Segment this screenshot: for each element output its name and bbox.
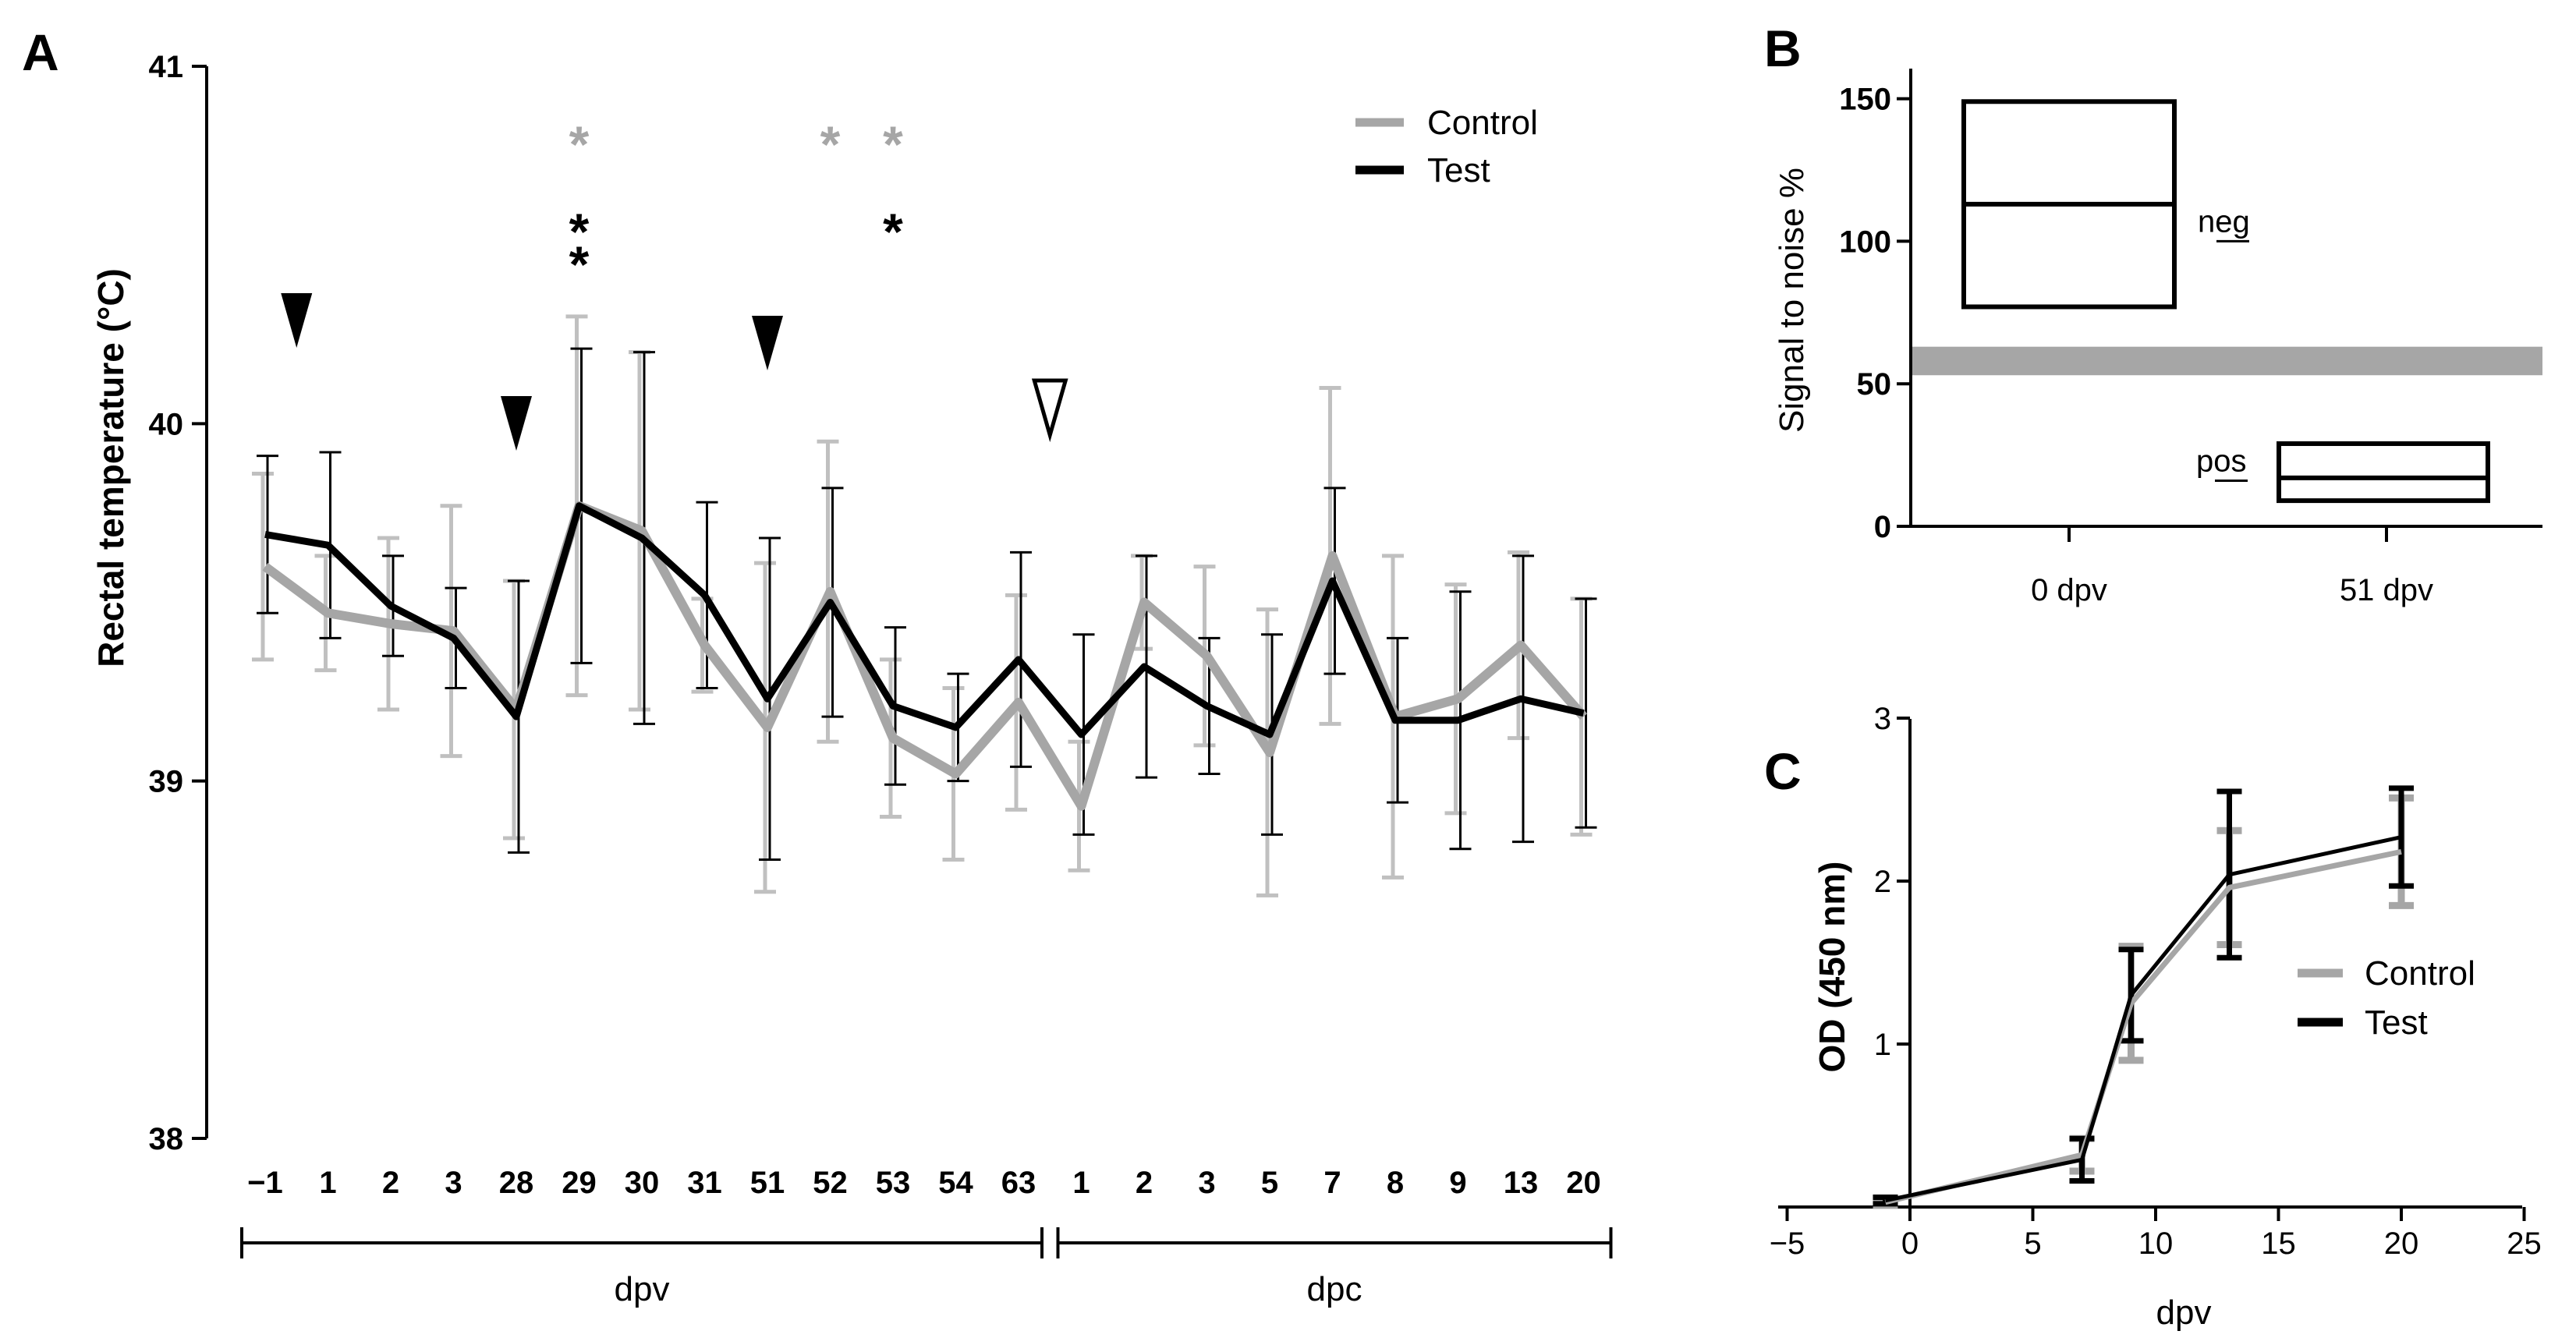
panel-b-x-ticks: 0 dpv 51 dpv xyxy=(2031,526,2433,607)
x-tick-label: 25 xyxy=(2507,1226,2542,1261)
test-line xyxy=(264,502,1585,738)
panel-b-y-axis-title: Signal to noise % xyxy=(1773,168,1811,433)
filled-triangle-marker xyxy=(281,293,313,348)
panel-b-labels: neg pos xyxy=(2196,204,2250,483)
panel-a-group-brackets: dpv dpc xyxy=(240,1227,1613,1308)
panel-c-series-lines xyxy=(1884,835,2402,1205)
x-tick-label: 0 xyxy=(1901,1226,1919,1261)
panel-a-error-bars xyxy=(252,314,1597,897)
panel-a-letter: A xyxy=(22,23,59,81)
x-tick-label: −5 xyxy=(1770,1226,1805,1261)
x-tick-label: 0 dpv xyxy=(2031,573,2107,607)
panel-b-cutoff-band xyxy=(1912,346,2542,376)
x-tick-label: 54 xyxy=(938,1166,973,1200)
y-tick-label: 38 xyxy=(149,1122,184,1156)
significance-asterisk: * xyxy=(569,235,590,293)
panel-a-markers xyxy=(281,293,1068,451)
x-tick-label: 3 xyxy=(1198,1166,1215,1200)
panel-b-boxes xyxy=(1961,99,2490,504)
x-tick-label: 30 xyxy=(625,1166,660,1200)
panel-a-y-axis-title: Rectal temperature (°C) xyxy=(90,268,131,667)
x-tick-label: 8 xyxy=(1387,1166,1404,1200)
panel-b-y-ticks: 0 50 100 150 xyxy=(1839,83,1911,544)
x-tick-label: 7 xyxy=(1323,1166,1341,1200)
pos-label: pos xyxy=(2196,444,2247,479)
y-tick-label: 40 xyxy=(149,407,184,441)
x-tick-label: 28 xyxy=(499,1166,534,1200)
y-tick-label: 2 xyxy=(1874,865,1891,899)
cutoff-band xyxy=(1912,346,2542,376)
y-tick-label: 1 xyxy=(1874,1028,1891,1062)
significance-asterisk: * xyxy=(883,115,903,173)
filled-triangle-marker xyxy=(752,316,783,370)
panel-c-letter: C xyxy=(1764,742,1802,800)
x-tick-label: −1 xyxy=(247,1166,283,1200)
x-tick-label: 5 xyxy=(1261,1166,1278,1200)
x-tick-label: 2 xyxy=(1136,1166,1153,1200)
panel-a-series-lines xyxy=(262,501,1588,811)
group-label: dpv xyxy=(615,1270,670,1308)
y-tick-label: 100 xyxy=(1839,225,1891,259)
control-legend-label: Control xyxy=(1427,104,1538,142)
test-line xyxy=(1884,835,2402,1203)
y-tick-label: 39 xyxy=(149,765,184,799)
significance-asterisk: * xyxy=(569,115,590,173)
x-tick-label: 15 xyxy=(2261,1226,2296,1261)
panel-c-x-axis-title: dpv xyxy=(2156,1294,2212,1332)
panel-a-x-ticks: −1 1 2 3 28 29 30 31 51 52 53 54 63 1 2 3 5 7 8 9 13 20 xyxy=(247,1166,1601,1200)
panel-a-legend: Control Test xyxy=(1355,104,1538,189)
y-tick-label: 50 xyxy=(1857,367,1892,402)
panel-c-legend: Control Test xyxy=(2298,954,2475,1042)
x-tick-label: 9 xyxy=(1449,1166,1466,1200)
y-tick-label: 150 xyxy=(1839,83,1891,117)
panel-c-x-ticks: −5 0 5 10 15 20 25 xyxy=(1770,1207,2542,1261)
significance-asterisk: * xyxy=(883,203,903,260)
control-line xyxy=(1884,848,2402,1205)
open-triangle-marker xyxy=(1031,378,1068,443)
control-line xyxy=(262,501,1588,811)
group-label: dpc xyxy=(1307,1270,1362,1308)
filled-triangle-marker xyxy=(501,396,532,451)
panel-c-y-axis-title: OD (450 nm) xyxy=(1812,862,1852,1073)
x-tick-label: 51 xyxy=(750,1166,785,1200)
panel-c-y-ticks: 1 2 3 xyxy=(1874,702,1910,1062)
panel-a-y-ticks: 38 39 40 41 xyxy=(149,50,207,1156)
box xyxy=(2277,441,2490,504)
x-tick-label: 10 xyxy=(2138,1226,2174,1261)
significance-asterisk: * xyxy=(569,203,590,260)
x-tick-label: 1 xyxy=(319,1166,336,1200)
x-tick-label: 52 xyxy=(813,1166,848,1200)
test-legend-label: Test xyxy=(1427,151,1490,189)
x-tick-label: 1 xyxy=(1072,1166,1090,1200)
x-tick-label: 13 xyxy=(1504,1166,1539,1200)
test-legend-label: Test xyxy=(2365,1004,2428,1042)
x-tick-label: 20 xyxy=(1566,1166,1601,1200)
panel-a-annotations: * * **** xyxy=(569,115,904,293)
x-tick-label: 63 xyxy=(1001,1166,1036,1200)
x-tick-label: 2 xyxy=(382,1166,399,1200)
control-legend-label: Control xyxy=(2365,954,2475,993)
x-tick-label: 51 dpv xyxy=(2340,573,2433,607)
y-tick-label: 41 xyxy=(149,50,184,84)
y-tick-label: 3 xyxy=(1874,702,1891,736)
y-tick-label: 0 xyxy=(1874,510,1891,544)
panel-c: C OD (450 nm) dpv 1 2 3 −5 0 5 10 15 20 25 Contr… xyxy=(1764,702,2542,1332)
x-tick-label: 20 xyxy=(2384,1226,2419,1261)
neg-label: neg xyxy=(2198,204,2250,239)
panel-b-letter: B xyxy=(1764,19,1802,77)
panel-b: B Signal to noise % 0 50 100 150 0 dpv 51 dp… xyxy=(1764,19,2542,607)
significance-asterisk: * xyxy=(820,115,841,173)
x-tick-label: 5 xyxy=(2024,1226,2041,1261)
x-tick-label: 29 xyxy=(562,1166,597,1200)
x-tick-label: 31 xyxy=(687,1166,722,1200)
x-tick-label: 3 xyxy=(445,1166,462,1200)
x-tick-label: 53 xyxy=(876,1166,911,1200)
